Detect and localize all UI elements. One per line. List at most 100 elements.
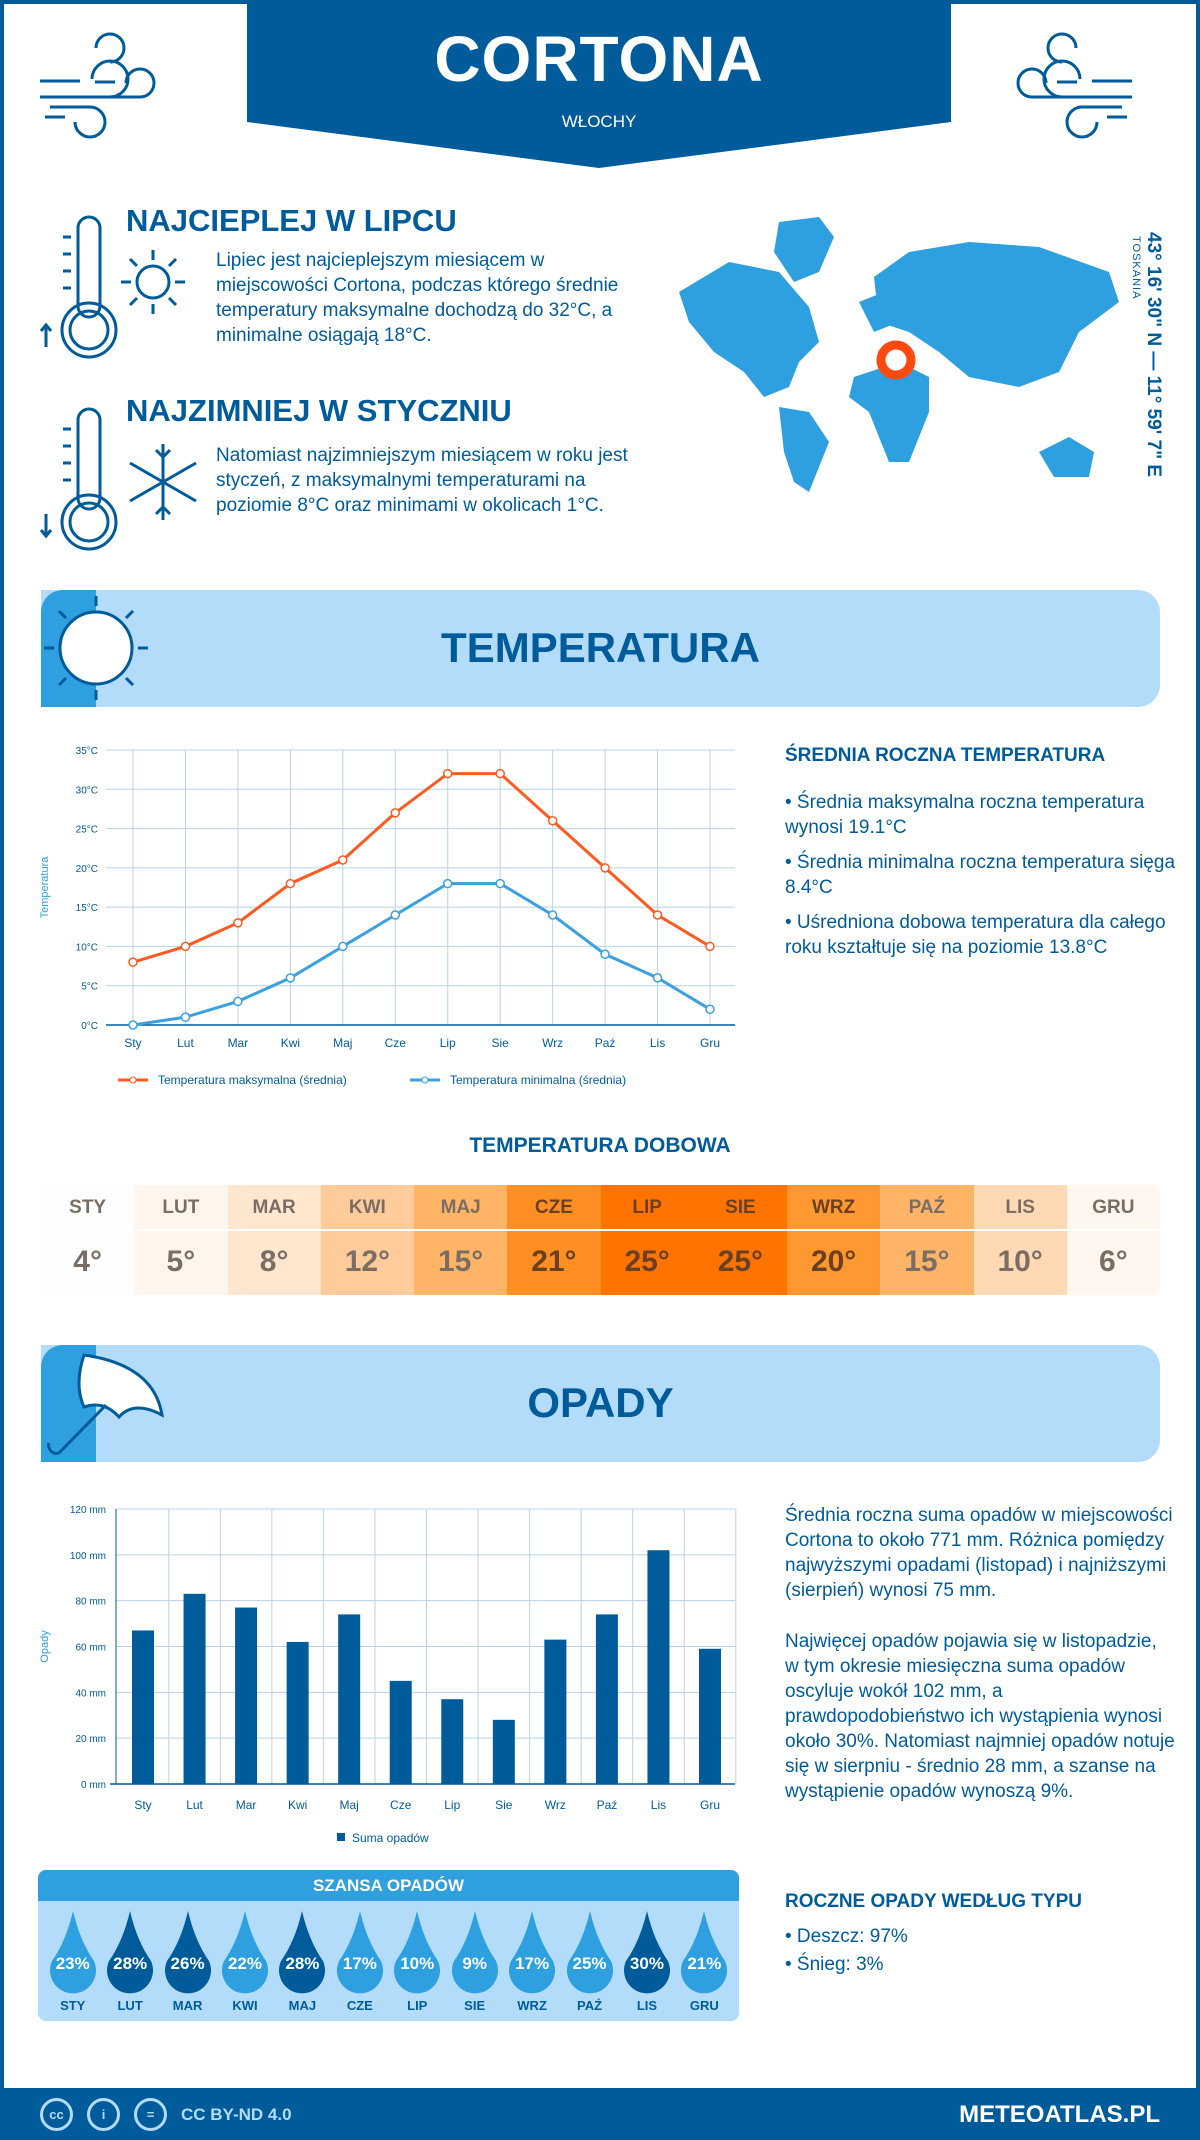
precip-chance-value: 28% [113,1954,148,1973]
precip-chance-value: 17% [342,1954,377,1973]
bar [492,1719,515,1784]
precip-type-snow: • Śnieg: 3% [785,1954,884,1975]
precip-chance-month: MAR [172,1998,203,2013]
precip-chance-month: GRU [689,1998,719,2013]
precip-chance-value: 26% [170,1954,205,1973]
precip-chance-month: MAJ [288,1998,317,2013]
legend-marker [421,1076,429,1084]
precip-chance-value: 10% [400,1954,435,1973]
y-tick-label: 80 mm [75,1597,106,1608]
precip-chance-drop: 21% GRU [676,1901,733,2021]
y-tick-label: 20°C [76,864,98,875]
bar [544,1639,567,1784]
x-tick-label: Lip [444,1798,460,1812]
y-tick-label: 25°C [76,825,98,836]
license-link[interactable]: CC BY-ND 4.0 [181,2104,292,2124]
daily-month: PAŹ [880,1185,974,1231]
y-axis-label: Opady [39,1630,51,1663]
x-tick-label: Lis [650,1036,665,1050]
raindrop-icon [509,1911,556,1994]
daily-value: 15° [904,1245,950,1278]
bar [699,1648,721,1784]
daily-temp-cell: LUT 5° [134,1185,228,1295]
daily-temp-cell: MAJ 15° [414,1185,508,1295]
precip-section-title: OPADY [527,1379,674,1426]
cc-icon[interactable]: cc [40,2098,73,2131]
raindrop-icon [107,1911,154,1994]
daily-month: MAR [227,1185,321,1231]
raindrop-icon [681,1911,728,1994]
precip-chance-month: LUT [117,1998,143,2013]
x-tick-label: Mar [228,1036,249,1050]
precip-chance-panel: SZANSA OPADÓW 23% STY 28% LUT 26% MAR 22% KWI 28… [38,1870,739,2021]
annual-temp-bullet: • Średnia maksymalna roczna temperatura … [785,792,1145,838]
precip-details: Najwięcej opadów pojawia się w listopadz… [785,1631,1175,1802]
y-tick-label: 30°C [76,785,98,796]
raindrop-icon [49,1911,96,1994]
daily-temp-cell: LIP 25° [600,1185,694,1295]
wind-icon [40,32,156,139]
coordinates: 43° 16' 30" N — 11° 59' 7" E [1143,232,1164,478]
bar [647,1550,670,1784]
site-link[interactable]: METEOATLAS.PL [959,2101,1160,2128]
daily-month: WRZ [787,1185,881,1231]
y-tick-label: 100 mm [70,1551,106,1562]
raindrop-icon [336,1911,383,1994]
x-tick-label: Wrz [542,1036,563,1050]
daily-temp-cell: STY 4° [41,1185,135,1295]
daily-month: SIE [693,1185,787,1231]
x-tick-label: Cze [385,1036,407,1050]
data-point [390,808,401,818]
data-point [128,957,138,967]
y-tick-label: 0 mm [81,1780,106,1791]
data-point [600,863,610,873]
legend-label: Suma opadów [352,1831,429,1845]
warmest-text: Lipiec jest najcieplejszym miesiącem w m… [216,250,619,346]
thermometer-sun-icon [39,215,185,359]
legend-swatch [337,1833,345,1841]
daily-value: 12° [344,1245,391,1278]
precip-chance-value: 21% [687,1954,722,1973]
bar [338,1614,361,1784]
precip-chance-drop: 9% SIE [446,1901,503,2021]
bar [595,1614,618,1784]
precip-chance-month: WRZ [517,1998,547,2013]
data-point [495,878,505,889]
y-tick-label: 60 mm [75,1643,106,1654]
data-point [442,768,453,779]
raindrop-icon [394,1911,441,1994]
raindrop-icon [279,1911,326,1994]
daily-temp-cell: CZE 21° [507,1185,601,1295]
annual-temp-bullet: • Uśredniona dobowa temperatura dla całe… [785,912,1166,958]
y-tick-label: 0°C [81,1021,98,1032]
y-tick-label: 10°C [76,942,98,953]
daily-value: 25° [717,1245,764,1278]
temperature-section-header: TEMPERATURA [41,590,1160,707]
daily-temp-cell: SIE 25° [693,1185,787,1295]
y-tick-label: 15°C [76,903,98,914]
precip-chance-month: KWI [232,1998,258,2013]
x-tick-label: Kwi [288,1798,307,1812]
precip-summary: Średnia roczna suma opadów w miejscowośc… [785,1505,1173,1601]
no-derivatives-icon[interactable]: = [134,2098,167,2131]
precip-chance-month: SIE [464,1998,486,2013]
daily-temp-cell: PAŹ 15° [880,1185,974,1295]
y-axis-label: Temperatura [39,856,51,919]
precip-chance-drop: 17% WRZ [503,1901,560,2021]
attribution-icon[interactable]: i [87,2098,120,2131]
daily-value: 8° [259,1245,289,1278]
precip-chance-value: 22% [227,1954,262,1973]
precip-chance-value: 9% [462,1954,487,1973]
country-label: WŁOCHY [561,112,637,131]
region-label: TOSKANIA [1130,236,1142,300]
data-point [652,973,663,983]
daily-value: 6° [1099,1245,1128,1278]
daily-month: LUT [134,1185,228,1231]
y-tick-label: 40 mm [75,1688,106,1699]
daily-value: 25° [624,1245,670,1278]
footer: cc i = CC BY-ND 4.0 METEOATLAS.PL [0,2088,1200,2140]
data-point [233,918,243,928]
precip-chance-month: PAŹ [576,1998,603,2013]
precip-chance-value: 28% [285,1954,320,1973]
precip-chance-month: LIP [407,1998,428,2013]
